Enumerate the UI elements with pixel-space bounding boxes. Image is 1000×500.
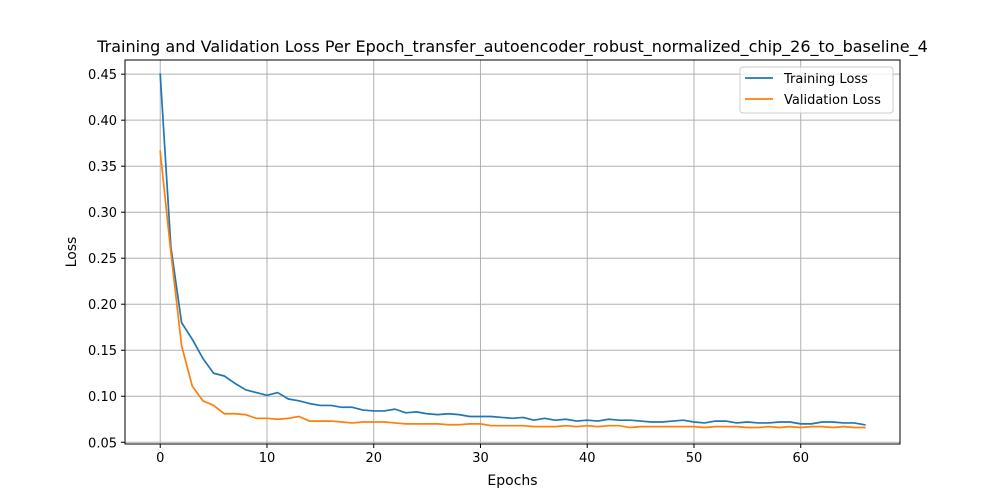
- training-loss-legend-label: Training Loss: [783, 72, 868, 87]
- y-tick-label: 0.30: [88, 206, 117, 221]
- x-tick-label: 30: [472, 451, 489, 466]
- y-tick-label: 0.45: [88, 68, 117, 83]
- y-tick-label: 0.40: [88, 114, 117, 129]
- x-tick-label: 60: [792, 451, 809, 466]
- grid: [125, 60, 900, 444]
- axis-ticks: 0 10 20 30 40 50 60 0.05 0.10 0.15 0.20 0.25 0.30 0.3…: [88, 68, 809, 466]
- validation-loss-line: [159, 150, 866, 429]
- x-tick-label: 0: [156, 451, 164, 466]
- y-tick-label: 0.20: [88, 298, 117, 313]
- x-tick-label: 40: [579, 451, 596, 466]
- y-tick-label: 0.25: [88, 252, 117, 267]
- training-loss-line: [159, 73, 866, 426]
- x-tick-label: 50: [686, 451, 703, 466]
- legend: Training Loss Validation Loss: [739, 66, 894, 114]
- plot-frame: [124, 59, 901, 445]
- y-axis-label: Loss: [64, 237, 80, 268]
- series-lines: [159, 73, 866, 429]
- y-tick-label: 0.15: [88, 344, 117, 359]
- validation-loss-legend-label: Validation Loss: [784, 93, 881, 108]
- chart-title: Training and Validation Loss Per Epoch_t…: [96, 37, 928, 57]
- x-tick-label: 10: [259, 451, 276, 466]
- y-tick-label: 0.05: [88, 436, 117, 451]
- y-tick-label: 0.10: [88, 390, 117, 405]
- legend-box: [739, 66, 894, 114]
- x-tick-label: 20: [365, 451, 382, 466]
- x-axis-label: Epochs: [487, 473, 537, 489]
- y-tick-label: 0.35: [88, 160, 117, 175]
